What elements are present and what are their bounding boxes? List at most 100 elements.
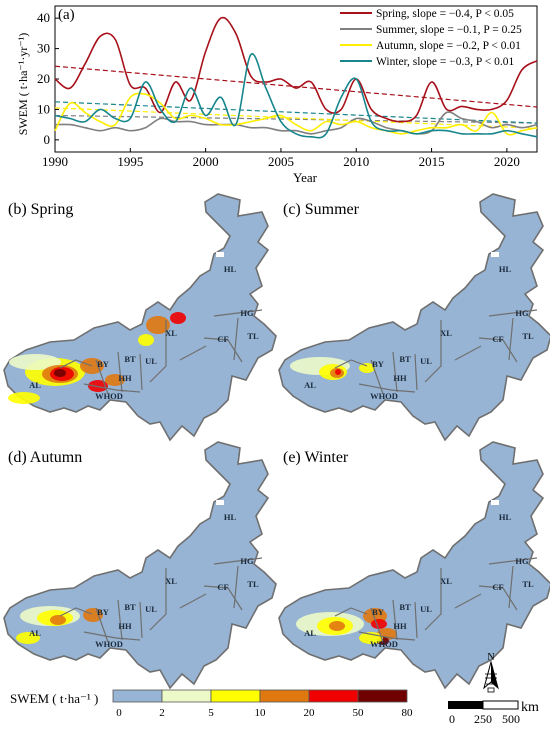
colorbar-swatch: [357, 689, 408, 703]
series-line-spring: [54, 16, 538, 123]
region-boundary: [334, 607, 368, 617]
region-boundary: [414, 601, 418, 639]
erosion-patch: [16, 632, 40, 644]
region-label-hl: HL: [499, 264, 512, 274]
region-boundary: [478, 585, 518, 611]
scale-bar: km 0 250 500: [448, 700, 539, 726]
region-label-cf: CF: [492, 334, 503, 344]
region-boundary: [83, 383, 141, 393]
colorbar-swatch: [112, 689, 163, 703]
y-tick-label: 30: [37, 41, 50, 56]
region-boundary: [392, 599, 398, 641]
region-label-al: AL: [304, 628, 316, 638]
panel-a-label: (a): [58, 7, 75, 23]
region-label-hl: HL: [499, 512, 512, 522]
region-boundary: [149, 568, 167, 631]
erosion-patch: [170, 312, 186, 324]
erosion-patch: [138, 334, 154, 346]
region-label-xl: XL: [165, 328, 177, 338]
region-boundary: [179, 593, 207, 609]
region-label-tl: TL: [522, 579, 534, 589]
region-boundary: [424, 320, 442, 383]
erosion-patch: [371, 619, 387, 629]
legend-entry: Spring, slope = −0.4, P < 0.05: [376, 8, 514, 20]
region-boundary: [59, 359, 93, 369]
region-boundary: [454, 593, 482, 609]
y-tick-label: 0: [44, 132, 51, 147]
region-map-summer: HL HG TL CF XL UL BT BY HH WHOD AL: [278, 193, 550, 441]
region-outline: [3, 441, 277, 689]
scale-tick: 0: [449, 712, 455, 726]
region-boundary: [454, 345, 482, 361]
region-label-tl: TL: [247, 579, 259, 589]
region-boundary: [424, 568, 442, 631]
region-boundary: [392, 351, 398, 393]
erosion-patch: [146, 316, 170, 334]
legend-entry: Summer, slope = −0.1, P = 0.25: [376, 24, 522, 36]
region-label-hh: HH: [118, 373, 132, 383]
map-title-spring: (b) Spring: [8, 201, 73, 218]
region-boundary: [358, 631, 416, 641]
colorbar-label: SWEM ( t·ha⁻¹ ): [10, 691, 98, 706]
colorbar-tick: 2: [159, 707, 165, 719]
erosion-patch: [335, 369, 341, 375]
region-boundary: [149, 320, 167, 383]
region-boundary: [233, 317, 239, 361]
region-label-al: AL: [29, 628, 41, 638]
region-label-by: BY: [372, 359, 384, 369]
region-label-hg: HG: [240, 556, 254, 566]
region-label-bt: BT: [124, 602, 136, 612]
map-autumn: (d) Autumn HL HG TL CF XL UL BT BY HH WHOD AL: [3, 441, 277, 689]
region-label-bt: BT: [399, 354, 411, 364]
region-label-xl: XL: [440, 328, 452, 338]
region-boundary: [508, 565, 514, 609]
chart-legend: Spring, slope = −0.4, P < 0.05 Summer, sl…: [340, 8, 522, 68]
y-tick-label: 20: [37, 71, 50, 86]
region-label-xl: XL: [165, 576, 177, 586]
y-tick-label: 10: [37, 101, 50, 116]
region-label-ul: UL: [420, 604, 432, 614]
region-label-hg: HG: [515, 308, 529, 318]
region-label-tl: TL: [247, 331, 259, 341]
region-boundary: [117, 599, 123, 641]
x-tick-label: 2005: [268, 154, 294, 169]
region-label-hh: HH: [118, 621, 132, 631]
north-arrow-icon: N: [483, 652, 499, 693]
map-title-autumn: (d) Autumn: [8, 449, 82, 466]
colorbar-tick: 0: [116, 707, 122, 719]
series-line-summer: [54, 111, 538, 135]
erosion-patch: [329, 621, 345, 631]
scale-unit: km: [521, 700, 539, 715]
map-summer: (c) Summer HL HG TL CF XL UL BT BY HH WHOD AL: [278, 193, 550, 441]
region-label-cf: CF: [217, 334, 228, 344]
map-title-winter: (e) Winter: [283, 449, 349, 466]
region-boundary: [139, 353, 143, 391]
map-winter: (e) Winter HL HG TL CF XL UL BT BY HH WHOD AL: [278, 441, 550, 689]
scale-tick: 500: [502, 712, 520, 726]
region-boundary: [488, 557, 538, 565]
colorbar-swatch: [259, 689, 310, 703]
x-tick-label: 2010: [343, 154, 369, 169]
series-line-winter: [54, 53, 538, 139]
erosion-patch: [50, 615, 66, 625]
region-label-cf: CF: [217, 582, 228, 592]
lake-patch: [216, 500, 224, 505]
erosion-patch: [54, 369, 66, 377]
region-map-spring: HL HG TL CF XL UL BT BY HH WHOD AL: [3, 193, 277, 441]
lake-patch: [216, 252, 224, 257]
colorbar-tick: 80: [402, 707, 414, 719]
region-label-hh: HH: [393, 621, 407, 631]
x-tick-label: 2020: [494, 154, 520, 169]
region-label-hh: HH: [393, 373, 407, 383]
x-tick-label: 2015: [419, 154, 445, 169]
erosion-patch: [8, 392, 40, 404]
x-tick-label: 2000: [193, 154, 219, 169]
region-label-hl: HL: [224, 512, 237, 522]
series-line-autumn: [54, 92, 538, 136]
region-boundary: [139, 601, 143, 639]
region-label-hl: HL: [224, 264, 237, 274]
region-label-whod: WHOD: [370, 391, 398, 401]
x-axis-label: Year: [293, 170, 318, 185]
colorbar-tick: 20: [304, 707, 316, 719]
